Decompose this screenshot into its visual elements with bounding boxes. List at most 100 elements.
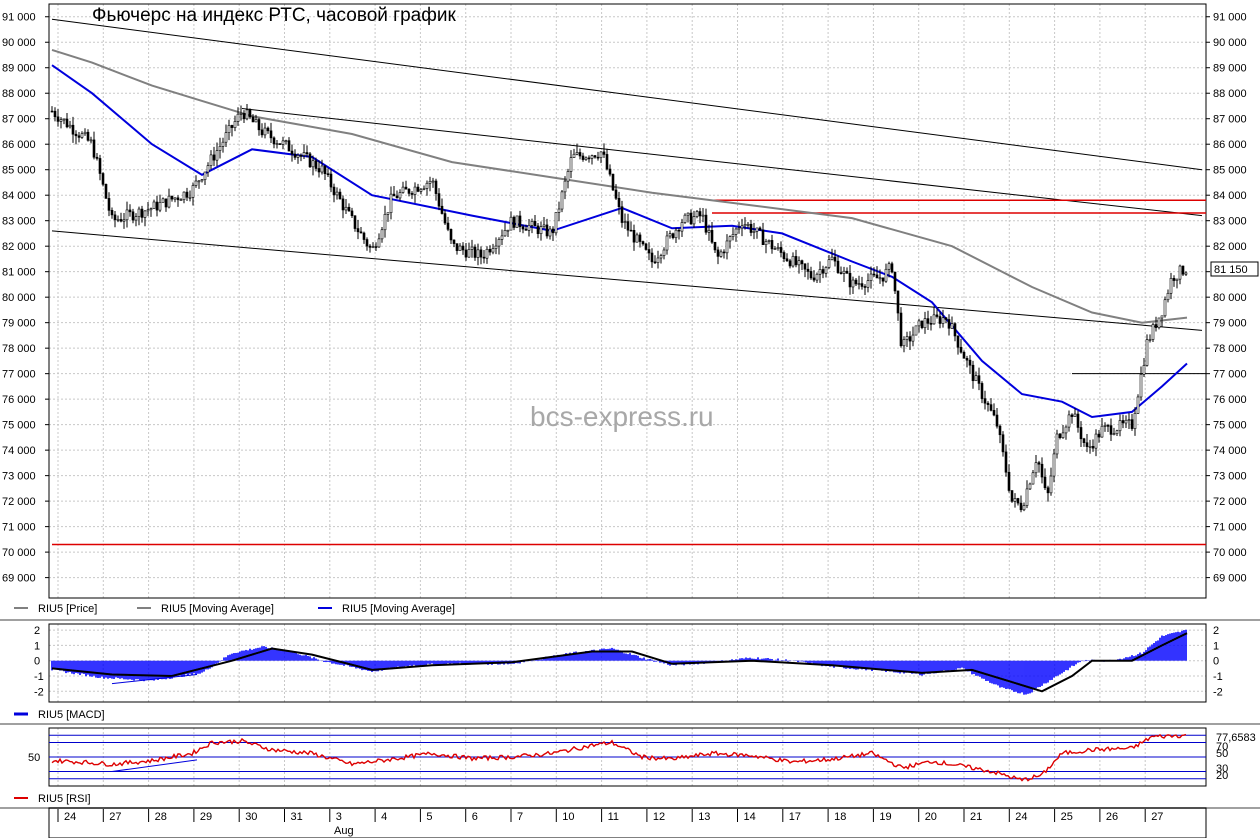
price-candle-body <box>842 270 846 274</box>
price-candle-body <box>662 249 666 256</box>
price-candle-body <box>98 158 102 174</box>
date-tick-label: 4 <box>381 811 387 823</box>
macd-signal-line <box>51 632 1188 693</box>
price-candle-body <box>557 208 561 213</box>
price-candle-body <box>1151 324 1155 340</box>
price-candle-body <box>695 211 699 217</box>
price-tick-label-right: 90 000 <box>1213 37 1247 49</box>
price-candle-body <box>728 236 732 242</box>
price-candle-body <box>134 216 138 221</box>
price-candle-body <box>437 193 441 207</box>
price-candle-body <box>536 225 540 234</box>
price-lines-layer <box>49 18 1206 782</box>
price-candle-body <box>923 318 927 329</box>
price-tick-label-right: 86 000 <box>1213 139 1247 151</box>
rsi-right-label: 20 <box>1216 770 1228 782</box>
price-candle-body <box>611 173 615 191</box>
price-candle-body <box>485 248 489 259</box>
price-candle-body <box>1052 453 1056 477</box>
date-tick-label: 20 <box>925 811 937 823</box>
price-tick-label-left: 82 000 <box>2 241 36 253</box>
price-candle-body <box>779 247 783 253</box>
price-candle-body <box>62 118 66 121</box>
price-candle-body <box>677 229 681 232</box>
price-candle-body <box>830 256 834 260</box>
price-candle-body <box>791 256 795 267</box>
price-candle-body <box>941 317 945 324</box>
price-candle-body <box>452 239 456 244</box>
price-candle-body <box>506 229 510 232</box>
price-candle-body <box>908 336 912 342</box>
price-candle-body <box>224 132 228 143</box>
price-candle-body <box>305 152 309 155</box>
price-candle-body <box>242 113 246 120</box>
price-candle-body <box>473 246 477 258</box>
price-candle-body <box>1178 265 1182 280</box>
date-tick-label: 28 <box>155 811 167 823</box>
price-candle-body <box>623 221 627 223</box>
price-candle-body <box>743 224 747 227</box>
price-candle-body <box>1004 451 1008 473</box>
price-candle-body <box>1019 502 1023 511</box>
price-candle-body <box>1079 427 1083 440</box>
price-candle-body <box>938 316 942 324</box>
price-candle-body <box>497 239 501 247</box>
price-candle-body <box>146 209 150 212</box>
price-candle-body <box>293 153 297 158</box>
price-tick-label-left: 69 000 <box>2 573 36 585</box>
price-tick-label-right: 80 000 <box>1213 292 1247 304</box>
price-tick-label-right: 73 000 <box>1213 471 1247 483</box>
price-candle-body <box>1085 442 1089 447</box>
price-candle-body <box>140 208 144 218</box>
price-candle-body <box>119 219 123 222</box>
price-candle-body <box>578 152 582 157</box>
price-candle-body <box>821 269 825 274</box>
price-candle-body <box>803 263 807 270</box>
price-candle-body <box>959 346 963 353</box>
price-candle-body <box>383 214 387 231</box>
legend-rsi: RIU5 [RSI] <box>38 793 91 805</box>
price-candle-body <box>581 155 585 160</box>
price-candle-body <box>935 314 939 317</box>
price-candle-body <box>284 140 288 142</box>
price-candle-body <box>143 210 147 218</box>
price-candle-body <box>197 180 201 183</box>
price-tick-label-right: 72 000 <box>1213 496 1247 508</box>
price-candle-body <box>977 375 981 384</box>
macd-panel-frame <box>48 623 1207 703</box>
price-candle-body <box>755 227 759 232</box>
date-tick-label: 30 <box>245 811 257 823</box>
date-tick-label: 29 <box>200 811 212 823</box>
price-candle-body <box>1073 413 1077 417</box>
price-candle-body <box>155 201 159 211</box>
price-candle-body <box>1148 339 1152 341</box>
price-tick-label-left: 72 000 <box>2 496 36 508</box>
price-candle-body <box>668 233 672 237</box>
price-candle-body <box>113 214 117 221</box>
price-candle-body <box>767 240 771 242</box>
price-candle-body <box>182 191 186 200</box>
price-tick-label-left: 70 000 <box>2 547 36 559</box>
price-candle-body <box>881 277 885 282</box>
price-candle-body <box>50 110 54 113</box>
price-candle-body <box>1166 292 1170 301</box>
price-candle-body <box>818 269 822 275</box>
chart-title: Фьючерс на индекс РТС, часовой график <box>92 5 456 26</box>
price-candle-body <box>380 229 384 240</box>
price-candle-body <box>1067 414 1071 428</box>
macd-divergence-line <box>111 673 198 685</box>
price-tick-label-left: 74 000 <box>2 445 36 457</box>
date-tick-label: 3 <box>336 811 342 823</box>
price-candle-body <box>1130 419 1134 429</box>
price-candle-body <box>875 274 879 279</box>
price-candle-body <box>1118 420 1122 432</box>
rsi-tick-label: 50 <box>28 752 40 764</box>
price-candle-body <box>1133 413 1137 429</box>
price-candle-body <box>278 143 282 145</box>
price-candle-body <box>386 212 390 215</box>
date-tick-label: 18 <box>834 811 846 823</box>
price-candle-body <box>479 249 483 258</box>
price-candle-body <box>917 320 921 327</box>
price-candle-body <box>827 259 831 268</box>
price-candle-body <box>599 151 603 159</box>
